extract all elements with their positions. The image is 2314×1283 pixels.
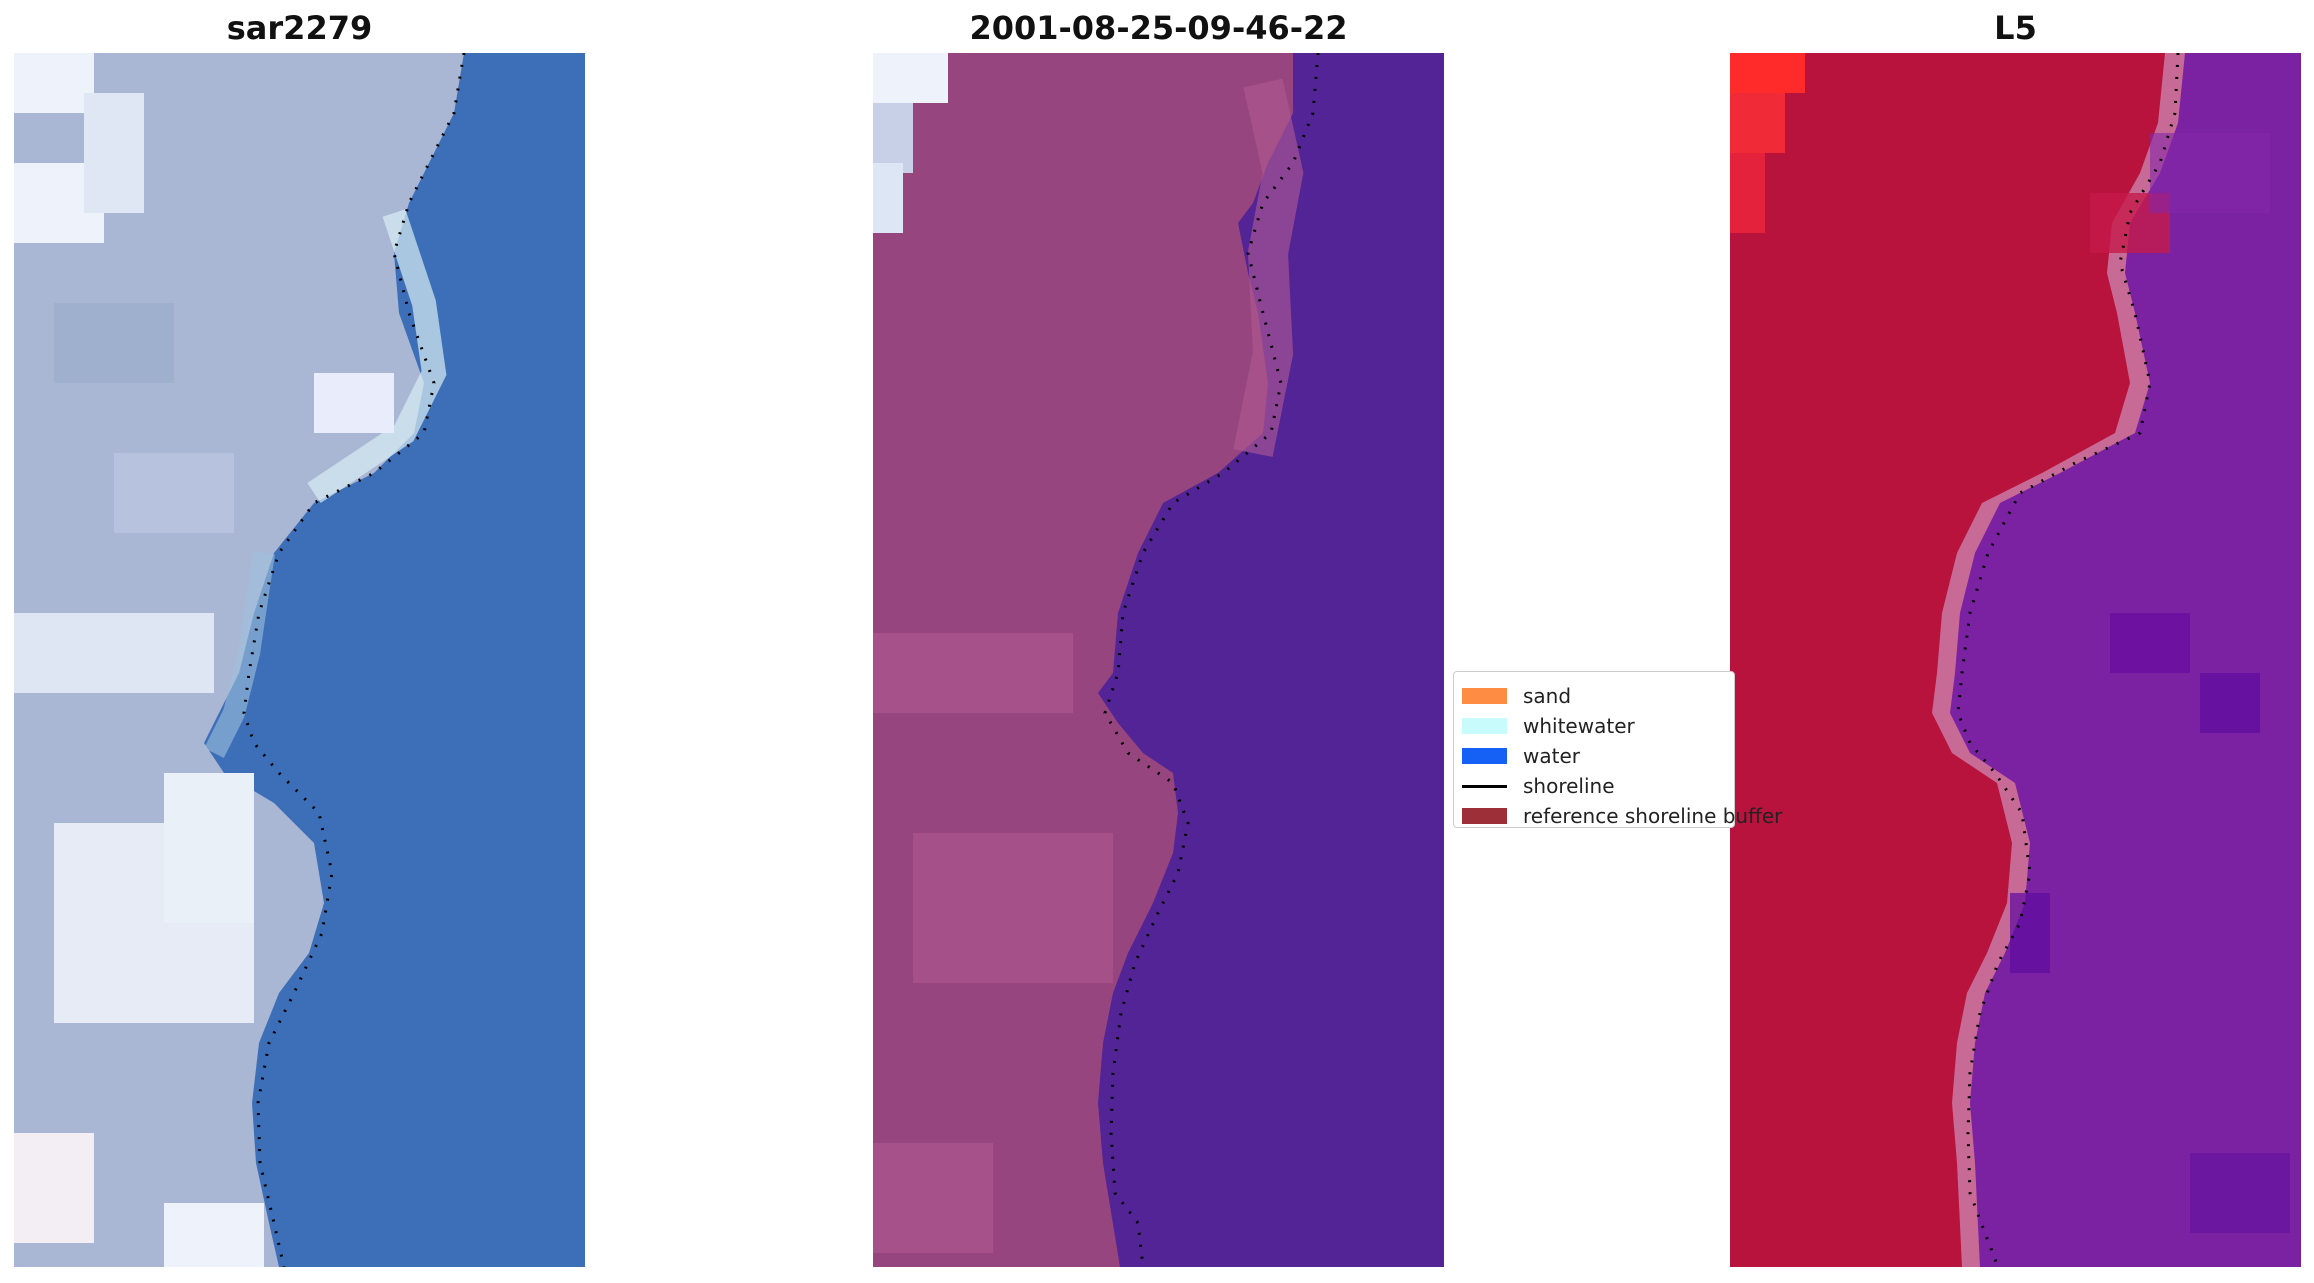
rgb-image	[14, 53, 585, 1267]
classified-image-panel	[873, 53, 1444, 1267]
legend-item-reference-buffer: reference shoreline buffer	[1454, 802, 1782, 830]
legend-label: whitewater	[1523, 714, 1635, 738]
rgb-image-panel	[14, 53, 585, 1267]
sand-swatch	[1462, 688, 1507, 704]
panel-title-rgb: sar2279	[226, 9, 373, 47]
legend-label: sand	[1523, 684, 1572, 708]
whitewater-swatch	[1462, 718, 1507, 734]
legend-item-whitewater: whitewater	[1454, 712, 1635, 740]
legend-label: reference shoreline buffer	[1523, 804, 1783, 828]
index-image-panel	[1730, 53, 2301, 1267]
legend-label: shoreline	[1523, 774, 1615, 798]
legend-label: water	[1523, 744, 1580, 768]
shoreline-line	[1462, 784, 1507, 788]
legend-item-water: water	[1454, 742, 1580, 770]
legend: sand whitewater water shoreline referenc…	[1453, 671, 1782, 828]
shoreline	[242, 53, 466, 1267]
panel-title-index: L5	[1994, 9, 2037, 47]
water-swatch	[1462, 748, 1507, 764]
index-image	[1730, 53, 2301, 1267]
classified-image	[873, 53, 1444, 1267]
legend-item-shoreline: shoreline	[1454, 772, 1615, 800]
panel-title-classified: 2001-08-25-09-46-22	[969, 9, 1348, 47]
legend-item-sand: sand	[1454, 682, 1571, 710]
reference-buffer-swatch	[1462, 808, 1507, 824]
